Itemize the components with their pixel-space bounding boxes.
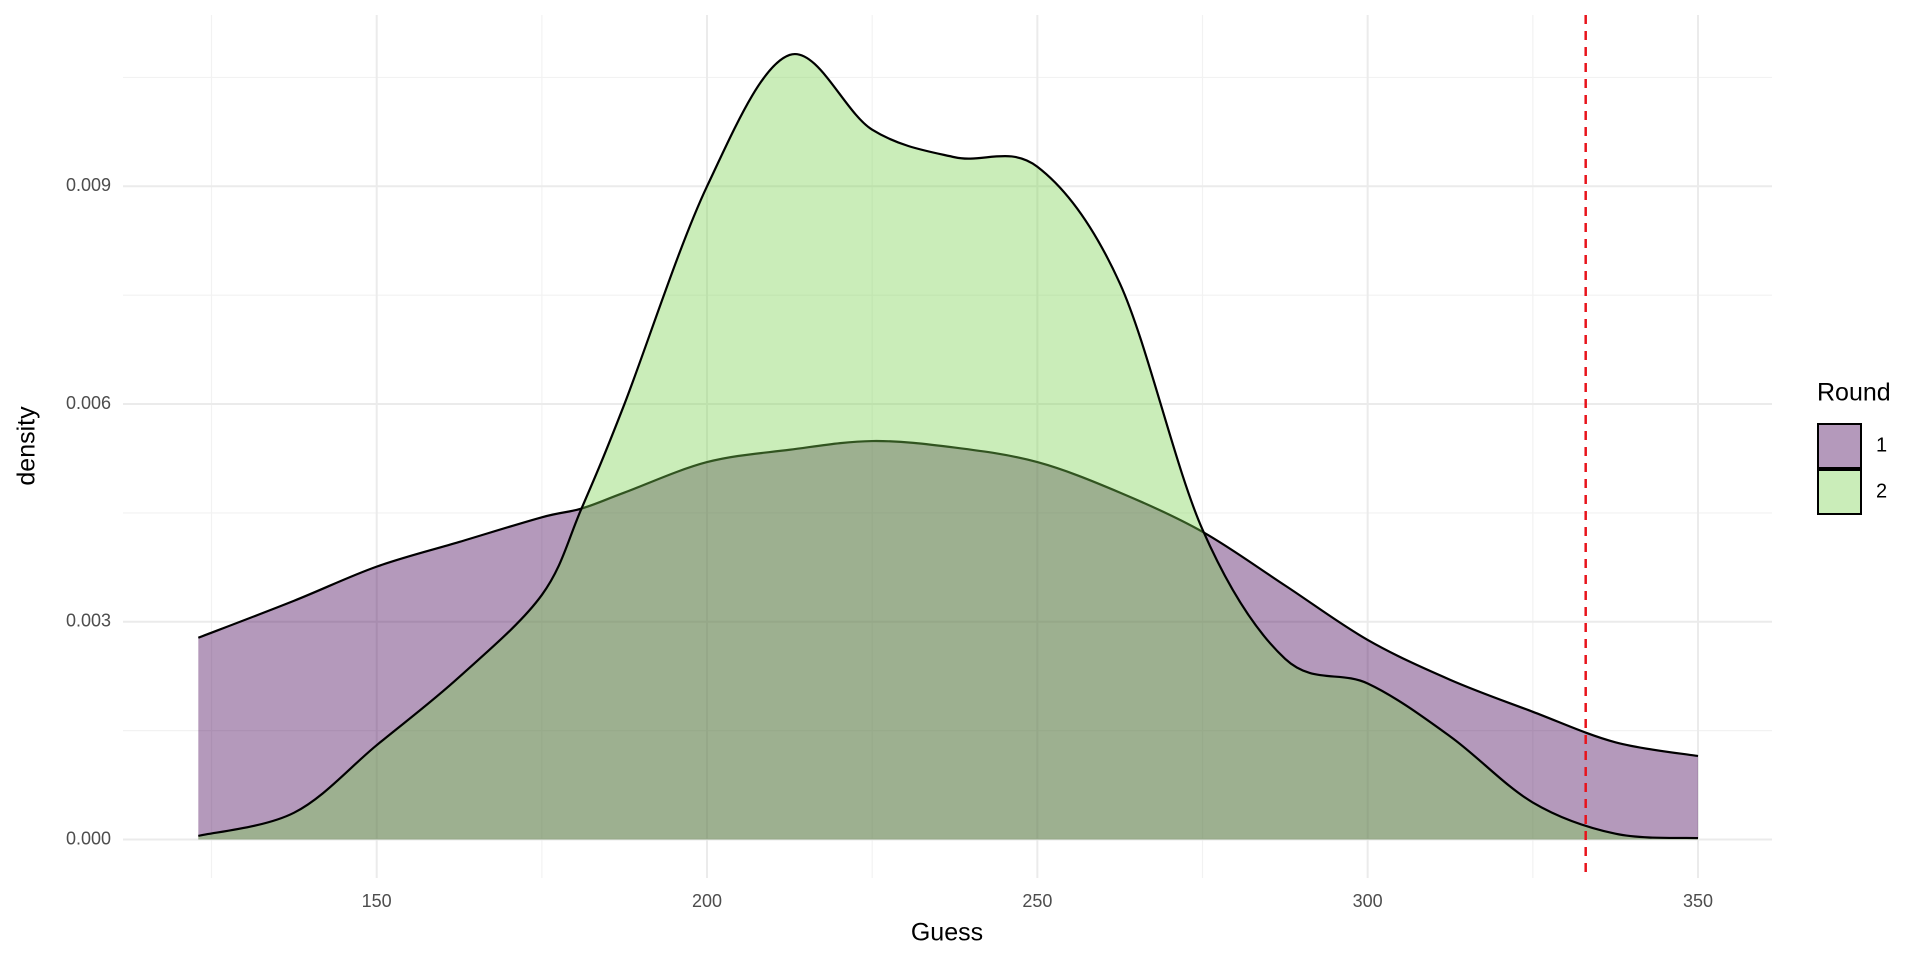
y-axis-title: density bbox=[13, 406, 41, 486]
x-tick-label: 350 bbox=[1683, 891, 1713, 911]
density-line bbox=[198, 52, 1699, 840]
density-area bbox=[198, 54, 1699, 840]
density-line bbox=[197, 439, 1699, 758]
y-tick-label: 0.003 bbox=[66, 611, 111, 631]
density-area bbox=[198, 441, 1699, 840]
legend-key bbox=[1818, 424, 1861, 468]
legend-label: 1 bbox=[1876, 434, 1887, 456]
legend-key bbox=[1817, 423, 1862, 469]
x-axis-title: Guess bbox=[911, 919, 983, 947]
legend-key bbox=[1817, 469, 1862, 515]
x-tick-label: 250 bbox=[1022, 891, 1052, 911]
x-tick-label: 150 bbox=[362, 891, 392, 911]
y-tick-label: 0.006 bbox=[66, 393, 111, 413]
y-tick-label: 0.000 bbox=[66, 828, 111, 848]
x-tick-label: 200 bbox=[692, 891, 722, 911]
legend-title: Round bbox=[1817, 379, 1891, 407]
legend-label: 2 bbox=[1876, 480, 1887, 502]
y-tick-label: 0.009 bbox=[66, 175, 111, 195]
x-tick-label: 300 bbox=[1353, 891, 1383, 911]
legend-key bbox=[1818, 470, 1861, 514]
